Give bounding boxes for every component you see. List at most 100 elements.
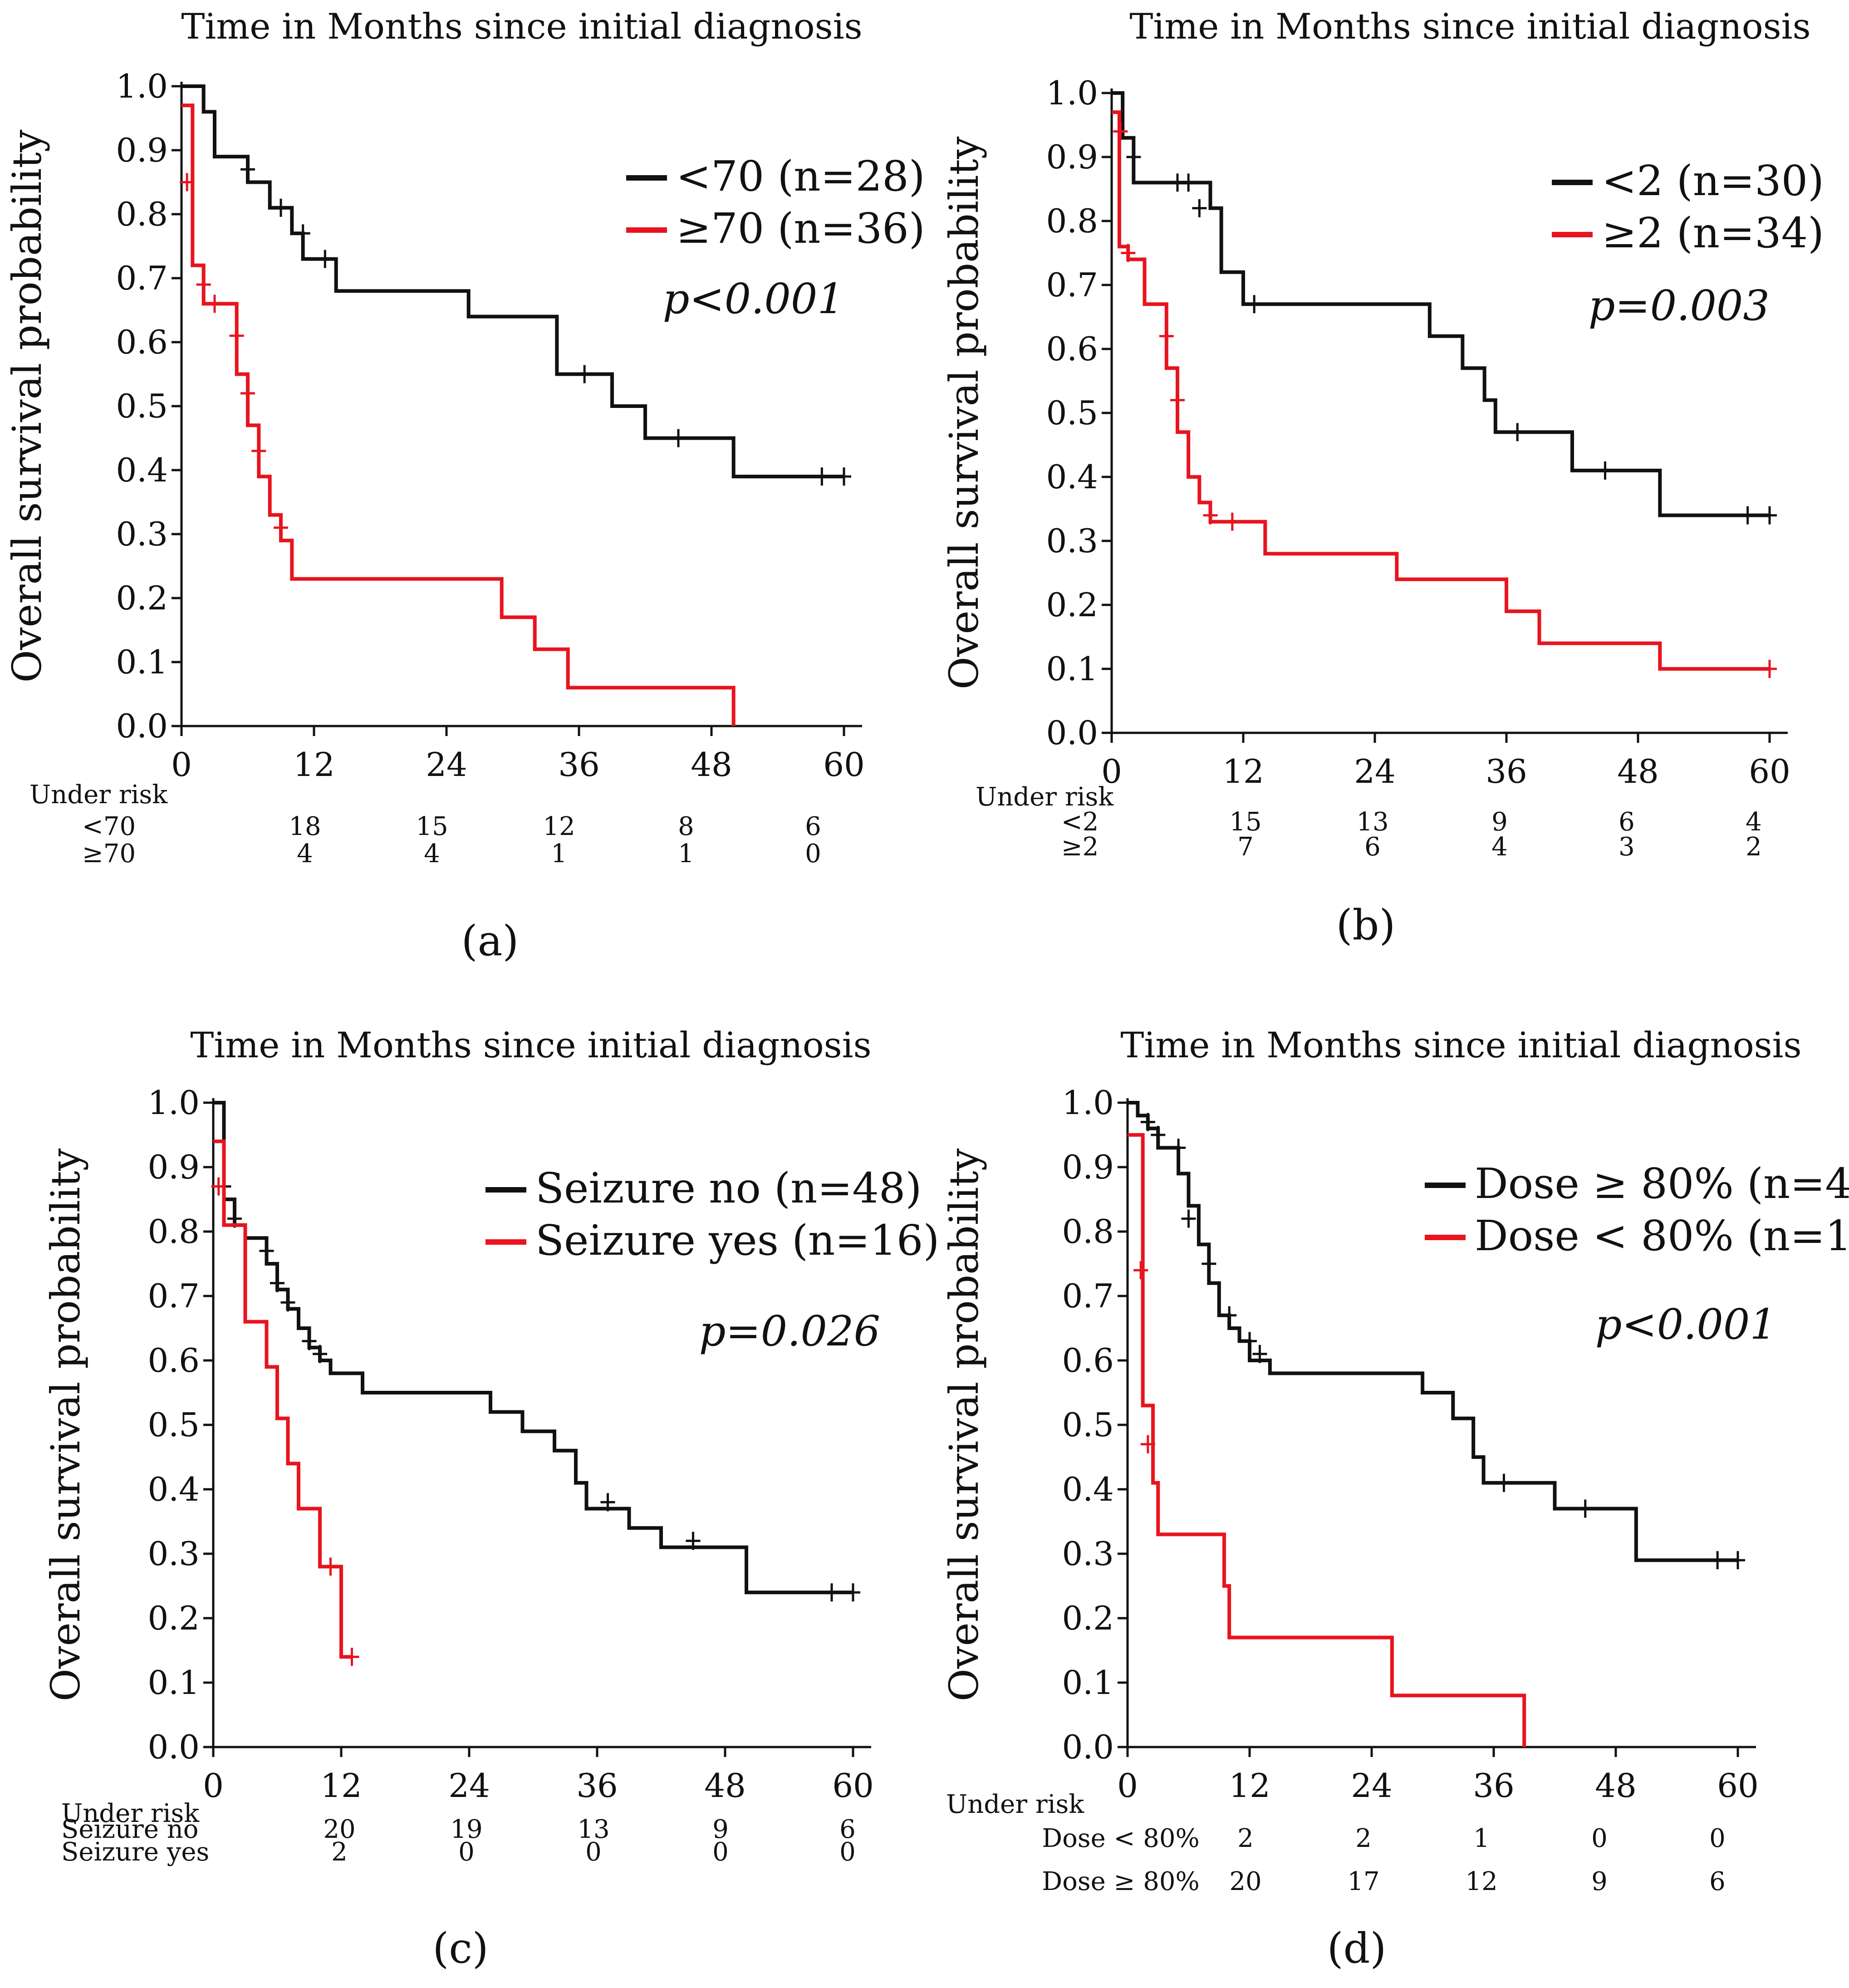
risk-row-label: Dose < 80%	[1042, 1824, 1199, 1853]
y-tick-label: 0.7	[116, 259, 168, 297]
y-tick-label: 0.4	[1046, 458, 1098, 496]
p-value: p<0.001	[1595, 1300, 1776, 1349]
km-curve-red	[1112, 110, 1770, 671]
y-tick-label: 0.3	[1046, 522, 1098, 560]
y-tick-label: 0.9	[147, 1148, 200, 1186]
p-value: p=0.003	[1589, 281, 1770, 330]
km-curve-red	[181, 103, 736, 726]
y-tick-label: 0.0	[1046, 714, 1098, 752]
km-curve-black	[1112, 91, 1770, 517]
legend-label: <70 (n=28)	[676, 152, 925, 201]
y-axis-label: Overall survival probability	[4, 129, 50, 682]
risk-row-label: <70	[82, 812, 136, 841]
x-tick-label: 60	[1749, 752, 1790, 790]
legend-label: Seizure no (n=48)	[535, 1164, 922, 1212]
x-tick-label: 12	[1229, 1767, 1270, 1805]
risk-count: 13	[577, 1815, 609, 1844]
legend-label: ≥2 (n=34)	[1602, 209, 1824, 257]
risk-count: 0	[712, 1837, 729, 1867]
risk-count: 4	[1491, 832, 1508, 862]
risk-count: 8	[678, 812, 694, 841]
x-tick-label: 24	[1351, 1767, 1393, 1805]
y-tick-label: 0.2	[1046, 586, 1098, 624]
y-tick-label: 0.0	[147, 1728, 200, 1766]
risk-count: 4	[1746, 807, 1762, 837]
risk-count: 13	[1356, 807, 1388, 837]
x-tick-label: 48	[691, 746, 732, 784]
y-tick-label: 0.1	[147, 1664, 200, 1702]
risk-count: 20	[1229, 1867, 1261, 1896]
risk-count: 12	[543, 812, 575, 841]
p-value: p=0.026	[699, 1307, 880, 1355]
y-tick-label: 0.2	[147, 1599, 200, 1637]
risk-count: 6	[805, 812, 821, 841]
panel-caption: (d)	[1327, 1924, 1387, 1973]
x-tick-label: 36	[576, 1767, 618, 1805]
y-tick-label: 0.5	[1062, 1406, 1114, 1444]
risk-count: 6	[1618, 807, 1635, 837]
x-tick-label: 0	[203, 1767, 224, 1805]
panel-caption: (c)	[432, 1924, 488, 1973]
y-tick-label: 1.0	[116, 67, 168, 105]
x-tick-label: 36	[1486, 752, 1527, 790]
risk-count: 3	[1618, 832, 1635, 862]
x-tick-label: 24	[1354, 752, 1396, 790]
chart-title: Time in Months since initial diagnosis	[1129, 6, 1810, 47]
x-tick-label: 12	[293, 746, 335, 784]
risk-count: 17	[1347, 1867, 1379, 1896]
risk-count: 6	[1364, 832, 1381, 862]
risk-count: 2	[331, 1837, 348, 1867]
x-tick-label: 12	[1222, 752, 1264, 790]
y-axis-label: Overall survival probability	[941, 136, 987, 689]
legend-label: Dose ≥ 80% (n=45)	[1475, 1159, 1849, 1208]
y-tick-label: 0.5	[116, 387, 168, 425]
y-tick-label: 0.6	[1046, 330, 1098, 368]
risk-count: 1	[551, 839, 567, 869]
risk-count: 9	[712, 1815, 729, 1844]
risk-count: 0	[585, 1837, 602, 1867]
km-curve-black	[1128, 1101, 1738, 1562]
x-tick-label: 60	[1717, 1767, 1759, 1805]
y-tick-label: 0.6	[1062, 1341, 1114, 1379]
y-tick-label: 1.0	[147, 1084, 200, 1122]
risk-row-label: Seizure yes	[61, 1837, 209, 1867]
x-tick-label: 0	[1101, 752, 1122, 790]
p-value: p<0.001	[663, 275, 844, 323]
y-tick-label: 0.9	[116, 131, 168, 169]
risk-count: 15	[1229, 807, 1261, 837]
risk-count: 4	[297, 839, 313, 869]
risk-count: 0	[1709, 1824, 1726, 1853]
km-curve-red	[1128, 1133, 1526, 1747]
y-tick-label: 0.0	[1062, 1728, 1114, 1766]
y-tick-label: 0.9	[1046, 138, 1098, 176]
risk-count: 9	[1591, 1867, 1608, 1896]
risk-table-header: Under risk	[61, 1799, 200, 1828]
y-tick-label: 0.1	[1062, 1664, 1114, 1702]
legend-label: Seizure yes (n=16)	[535, 1216, 939, 1265]
y-tick-label: 0.4	[116, 451, 168, 489]
y-tick-label: 0.4	[147, 1470, 200, 1508]
y-tick-label: 0.5	[1046, 394, 1098, 432]
risk-count: 0	[805, 839, 821, 869]
risk-count: 0	[1591, 1824, 1608, 1853]
risk-count: 19	[450, 1815, 482, 1844]
y-axis-label: Overall survival probability	[42, 1148, 89, 1701]
chart-title: Time in Months since initial diagnosis	[1120, 1025, 1801, 1066]
y-tick-label: 0.3	[147, 1535, 200, 1573]
risk-count: 18	[289, 812, 321, 841]
x-tick-label: 48	[1617, 752, 1659, 790]
risk-row-label: <2	[1061, 807, 1099, 837]
x-tick-label: 36	[1473, 1767, 1515, 1805]
x-tick-label: 12	[320, 1767, 362, 1805]
y-tick-label: 0.8	[1062, 1212, 1114, 1251]
risk-table-header: Under risk	[976, 782, 1114, 812]
risk-row-label: Seizure no	[61, 1815, 198, 1844]
risk-count: 7	[1237, 832, 1254, 862]
risk-row-label: ≥2	[1061, 832, 1099, 862]
x-tick-label: 48	[1595, 1767, 1637, 1805]
risk-count: 6	[1709, 1867, 1726, 1896]
risk-count: 2	[1237, 1824, 1254, 1853]
km-panel-d: Time in Months since initial diagnosis Ov…	[941, 1025, 1849, 1973]
risk-count: 1	[678, 839, 694, 869]
